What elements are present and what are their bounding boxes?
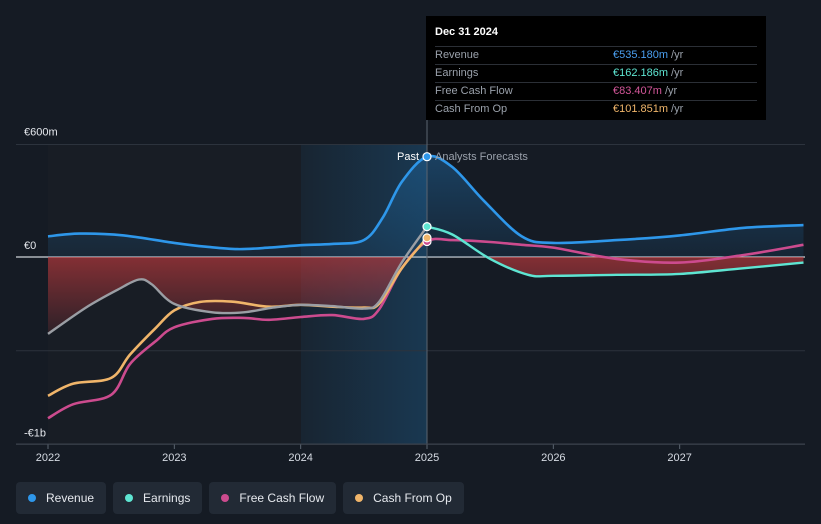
revenue-area: [48, 156, 804, 257]
past-label: Past: [397, 151, 419, 163]
area-fills: [48, 156, 804, 334]
legend-label: Revenue: [46, 491, 95, 505]
free-cash-flow-line: [47, 237, 804, 420]
x-tick-label: 2022: [36, 452, 60, 464]
legend-item-cash-from-op[interactable]: Cash From Op: [343, 482, 464, 514]
x-tick-label: 2025: [415, 452, 439, 464]
tooltip-label: Earnings: [435, 67, 479, 79]
legend-item-free-cash-flow[interactable]: Free Cash Flow: [209, 482, 337, 514]
earnings-dot: [422, 222, 432, 232]
earnings-dot-icon: [125, 494, 134, 502]
x-tick-label: 2027: [667, 452, 691, 464]
tooltip-row-cash-from-op: Cash From Op €101.851m /yr: [435, 100, 757, 118]
free-cash-flow-dot-icon: [221, 494, 230, 502]
tooltip-row-free-cash-flow: Free Cash Flow €83.407m /yr: [435, 82, 757, 100]
hover-dots: [422, 152, 432, 247]
legend-item-revenue[interactable]: Revenue: [16, 482, 107, 514]
forecast-label: Analysts Forecasts: [435, 151, 528, 163]
x-axis-ticks: 2022 2023 2024 2025 2026 2027: [16, 443, 805, 464]
revenue-dot-icon: [28, 494, 36, 502]
tooltip-label: Revenue: [435, 49, 480, 61]
tooltip-label: Cash From Op: [435, 103, 508, 115]
y-axis-label: €0: [24, 240, 36, 252]
tooltip-unit: /yr: [664, 85, 678, 97]
revenue-line: [47, 154, 804, 251]
tooltip-unit: /yr: [671, 67, 684, 79]
tooltip: Dec 31 2024 Revenue €535.180m /yr Earnin…: [426, 16, 766, 120]
x-tick-label: 2024: [288, 452, 312, 464]
cash-from-op-dot: [422, 233, 432, 243]
tooltip-value: €101.851m: [613, 103, 669, 115]
y-axis-labels: €600m €0 -€1b: [24, 127, 58, 440]
tooltip-value: €83.407m: [613, 85, 662, 97]
series-lines: [47, 154, 804, 420]
tooltip-value: €162.186m: [613, 67, 669, 79]
tooltip-unit: /yr: [671, 103, 684, 115]
tooltip-label: Free Cash Flow: [435, 85, 513, 97]
tooltip-row-earnings: Earnings €162.186m /yr: [435, 64, 757, 82]
x-tick-label: 2026: [541, 452, 565, 464]
legend-label: Cash From Op: [373, 491, 452, 505]
legend: Revenue Earnings Free Cash Flow Cash Fro…: [16, 482, 464, 514]
x-tick-label: 2023: [162, 452, 186, 464]
y-axis-label: €600m: [24, 127, 58, 139]
legend-item-earnings[interactable]: Earnings: [113, 482, 203, 514]
legend-label: Earnings: [143, 491, 191, 505]
legend-label: Free Cash Flow: [239, 491, 325, 505]
earnings-area: [48, 257, 804, 334]
tooltip-value: €535.180m: [613, 49, 669, 61]
cash-from-op-dot-icon: [355, 494, 364, 502]
earnings-forecast-line: [426, 225, 804, 278]
y-axis-label: -€1b: [24, 428, 46, 440]
tooltip-date: Dec 31 2024: [435, 26, 498, 38]
tooltip-unit: /yr: [671, 49, 684, 61]
revenue-dot: [422, 152, 432, 162]
tooltip-row-revenue: Revenue €535.180m /yr: [435, 46, 757, 64]
earnings-past-line: [47, 225, 428, 335]
